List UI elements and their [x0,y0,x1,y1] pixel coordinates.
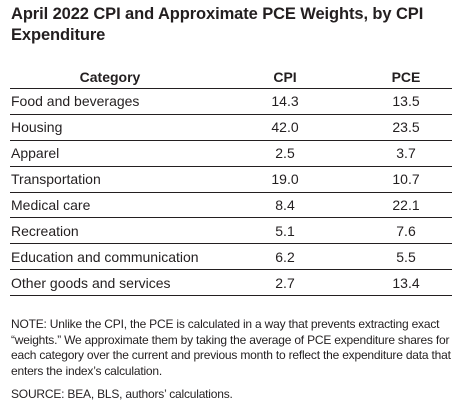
pce-value-cell: 3.7 [360,140,452,167]
data-table: Category CPI PCE Food and beverages 14.3 1… [10,66,452,297]
pce-value-cell: 22.1 [360,192,452,219]
table-note: NOTE: Unlike the CPI, the PCE is calcula… [11,317,451,378]
table-header-row: Category CPI PCE [10,66,452,89]
pce-value-cell: 23.5 [360,114,452,141]
pce-value-cell: 5.5 [360,243,452,271]
data-table-container: Category CPI PCE Food and beverages 14.3 1… [10,66,452,297]
cpi-value-cell: 8.4 [210,192,360,219]
cpi-value-cell: 19.0 [210,166,360,193]
table-row: Transportation 19.0 10.7 [10,166,452,193]
cpi-value-cell: 6.2 [210,243,360,271]
category-cell: Education and communication [10,243,210,271]
pce-value-cell: 13.5 [360,88,452,115]
category-cell: Housing [10,114,210,141]
table-row: Food and beverages 14.3 13.5 [10,88,452,115]
table-row: Recreation 5.1 7.6 [10,217,452,245]
category-cell: Food and beverages [10,88,210,115]
table-row: Other goods and services 2.7 13.4 [10,269,452,297]
cpi-value-cell: 42.0 [210,114,360,141]
table-source: SOURCE: BEA, BLS, authors’ calculations. [11,387,233,401]
column-header-pce: PCE [360,66,452,89]
pce-value-cell: 7.6 [360,217,452,245]
table-row: Education and communication 6.2 5.5 [10,243,452,271]
category-cell: Transportation [10,166,210,193]
cpi-value-cell: 5.1 [210,217,360,245]
category-cell: Recreation [10,217,210,245]
column-header-category: Category [10,66,210,89]
table-body: Food and beverages 14.3 13.5 Housing 42.0 23.… [10,88,452,297]
cpi-value-cell: 2.5 [210,140,360,167]
table-row: Housing 42.0 23.5 [10,114,452,141]
category-cell: Apparel [10,140,210,167]
pce-value-cell: 10.7 [360,166,452,193]
pce-value-cell: 13.4 [360,269,452,297]
category-cell: Medical care [10,192,210,219]
table-row: Medical care 8.4 22.1 [10,192,452,219]
cpi-value-cell: 2.7 [210,269,360,297]
table-row: Apparel 2.5 3.7 [10,140,452,167]
column-header-cpi: CPI [210,66,360,89]
category-cell: Other goods and services [10,269,210,297]
chart-title: April 2022 CPI and Approximate PCE Weigh… [11,5,424,44]
cpi-value-cell: 14.3 [210,88,360,115]
